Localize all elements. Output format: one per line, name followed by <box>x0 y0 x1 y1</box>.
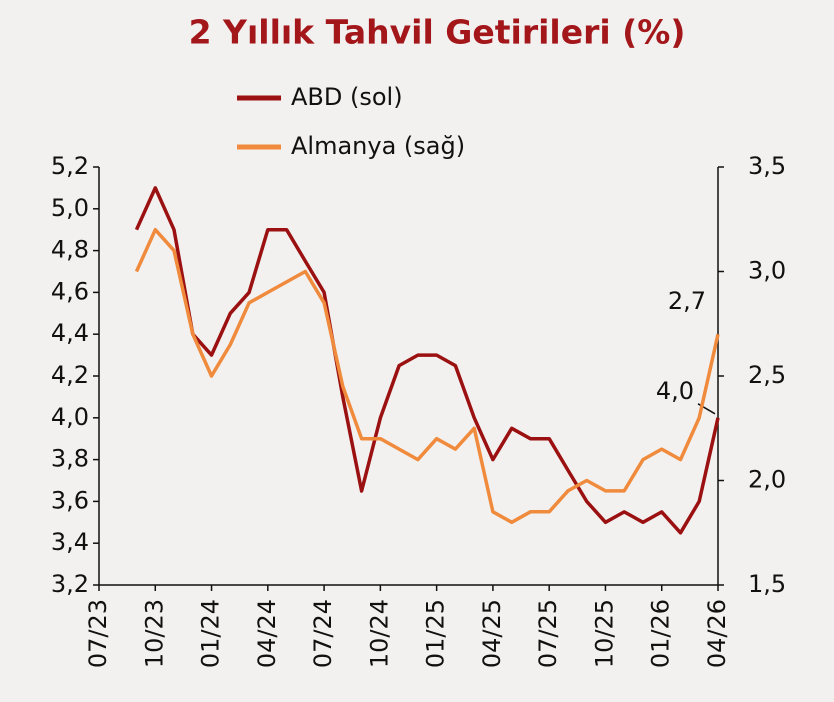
x-tick-label: 01/24 <box>197 599 225 668</box>
x-tick-label: 07/25 <box>534 599 562 668</box>
x-tick-label: 04/24 <box>253 599 281 668</box>
value-label: 4,0 <box>656 377 694 405</box>
y2-tick-label: 3,0 <box>748 257 786 285</box>
x-tick-label: 10/23 <box>140 599 168 668</box>
x-tick-label: 01/26 <box>647 599 675 668</box>
legend-label: ABD (sol) <box>291 83 403 111</box>
y2-tick-label: 1,5 <box>748 570 786 598</box>
x-tick-label: 07/24 <box>309 599 337 668</box>
y-tick-label: 5,2 <box>51 152 89 180</box>
y-tick-label: 4,6 <box>51 277 89 305</box>
y-tick-label: 4,2 <box>51 361 89 389</box>
value-label: 2,7 <box>668 287 706 315</box>
y2-tick-label: 2,0 <box>748 466 786 494</box>
x-tick-label: 04/26 <box>703 599 731 668</box>
legend-label: Almanya (sağ) <box>291 132 465 160</box>
series-line <box>134 227 720 525</box>
y-tick-label: 3,4 <box>51 528 89 556</box>
x-tick-label: 01/25 <box>422 599 450 668</box>
x-tick-label: 04/25 <box>478 599 506 668</box>
y-tick-label: 3,2 <box>51 570 89 598</box>
y-tick-label: 4,4 <box>51 319 89 347</box>
y2-tick-label: 2,5 <box>748 361 786 389</box>
y-tick-label: 5,0 <box>51 194 89 222</box>
y-tick-label: 3,8 <box>51 445 89 473</box>
y-tick-label: 4,0 <box>51 403 89 431</box>
x-tick-label: 07/23 <box>84 599 112 668</box>
y-tick-label: 3,6 <box>51 486 89 514</box>
series-line <box>134 186 720 535</box>
y2-tick-label: 3,5 <box>748 152 786 180</box>
x-tick-label: 10/24 <box>365 599 393 668</box>
chart-title: 2 Yıllık Tahvil Getirileri (%) <box>189 13 686 52</box>
y-tick-label: 4,8 <box>51 236 89 264</box>
x-tick-label: 10/25 <box>590 599 618 668</box>
